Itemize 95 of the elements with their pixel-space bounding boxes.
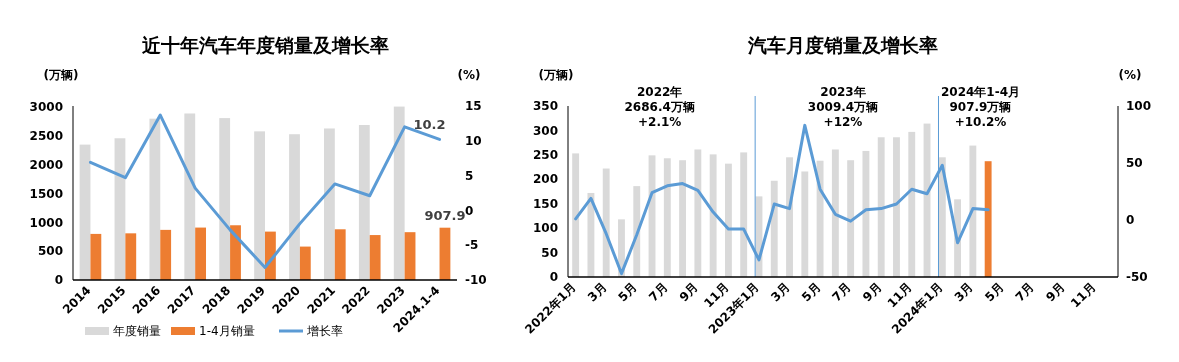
y-tick-label: 150 — [532, 196, 558, 211]
y2-tick-label: 50 — [1126, 156, 1143, 171]
x-tick-label: 5月 — [615, 280, 640, 305]
bar — [219, 118, 231, 280]
bar — [90, 233, 102, 280]
x-tick-label: 3月 — [584, 280, 610, 305]
bar — [587, 192, 595, 277]
y-axis-title: (万辆) — [538, 68, 574, 82]
bar — [831, 149, 839, 277]
bar — [847, 160, 855, 277]
y-tick-label: 350 — [532, 99, 558, 114]
bar — [893, 137, 900, 277]
y-tick-label: 2000 — [29, 157, 63, 172]
x-tick-label: 9月 — [1043, 280, 1068, 305]
bar — [230, 225, 241, 280]
y-tick-label: 3000 — [29, 100, 63, 115]
bar — [404, 232, 416, 280]
bar — [679, 160, 687, 277]
y2-tick-label: 0 — [465, 203, 474, 218]
bar — [184, 113, 196, 280]
y2-tick-label: -5 — [465, 238, 479, 253]
bar — [299, 246, 311, 280]
bar — [740, 152, 748, 277]
x-tick-label: 3月 — [951, 280, 976, 305]
y2-axis-title: (%) — [1118, 68, 1142, 82]
x-tick-label: 9月 — [676, 280, 701, 305]
bar — [334, 229, 346, 280]
bar — [439, 227, 451, 280]
y2-tick-label: 10 — [465, 134, 482, 148]
bar — [786, 157, 793, 277]
data-label: 907.9 — [424, 207, 466, 223]
y-tick-label: 300 — [532, 123, 558, 138]
bar — [694, 149, 702, 277]
x-tick-label: 5月 — [798, 280, 824, 305]
x-tick-label: 7月 — [829, 280, 854, 305]
bar — [816, 160, 824, 277]
x-tick-label: 11月 — [1067, 280, 1099, 311]
y-tick-label: 100 — [532, 221, 558, 236]
y-tick-label: 250 — [532, 148, 558, 163]
y-tick-label: 2500 — [29, 129, 63, 144]
chart-title: 近十年汽车年度销量及增长率 — [140, 34, 389, 56]
bar — [724, 163, 732, 277]
y-tick-label: 500 — [37, 244, 63, 259]
bar — [770, 180, 778, 277]
y2-axis-title: (%) — [457, 68, 481, 82]
data-label: 10.2 — [413, 117, 446, 133]
y2-tick-label: 0 — [1126, 213, 1135, 228]
bar — [633, 186, 641, 277]
y2-tick-label: 100 — [1126, 99, 1152, 114]
bar — [663, 158, 671, 277]
bar — [160, 229, 172, 280]
x-tick-label: 7月 — [1012, 280, 1038, 305]
x-tick-label: 9月 — [859, 280, 885, 305]
y2-tick-label: 5 — [465, 168, 474, 183]
annotation: 2024年1-4月 907.9万辆 +10.2% — [940, 85, 1021, 129]
y-tick-label: 200 — [532, 172, 558, 187]
bar — [125, 233, 137, 280]
bar — [149, 118, 161, 280]
y-axis-title: (万辆) — [43, 68, 79, 82]
annotation: 2023年 3009.4万辆 +12% — [807, 85, 879, 129]
y-tick-label: 1500 — [29, 186, 63, 201]
bar — [938, 157, 946, 277]
bar — [602, 168, 610, 277]
bar — [393, 106, 405, 280]
y2-tick-label: -50 — [1126, 270, 1148, 285]
bar — [324, 128, 335, 280]
bar — [801, 171, 809, 277]
y-tick-label: 0 — [549, 270, 558, 285]
y-tick-label: 1000 — [29, 215, 63, 230]
bar — [908, 131, 916, 277]
legend-label: 年度销量 — [113, 324, 161, 339]
bar — [862, 150, 870, 277]
x-tick-label: 5月 — [982, 280, 1007, 305]
bar — [369, 235, 381, 280]
x-tick-label: 7月 — [646, 280, 671, 305]
bar — [289, 134, 300, 280]
annotation: 2022年 2686.4万辆 +2.1% — [624, 85, 695, 129]
bar — [114, 138, 126, 280]
y-tick-label: 50 — [541, 245, 558, 260]
legend-label: 增长率 — [306, 324, 343, 339]
bar — [358, 125, 370, 280]
bar — [572, 153, 580, 277]
x-tick-label: 3月 — [768, 280, 793, 305]
bar — [79, 144, 91, 280]
y2-tick-label: -10 — [465, 273, 487, 288]
legend-label: 1-4月销量 — [199, 324, 255, 339]
y2-tick-label: 15 — [465, 99, 482, 114]
bar — [195, 227, 206, 280]
bar — [969, 145, 977, 277]
bar — [254, 131, 265, 280]
chart-title: 汽车月度销量及增长率 — [747, 34, 938, 56]
y-tick-label: 0 — [54, 273, 63, 288]
bar — [709, 154, 717, 277]
bar — [984, 161, 992, 277]
bar — [877, 137, 885, 277]
